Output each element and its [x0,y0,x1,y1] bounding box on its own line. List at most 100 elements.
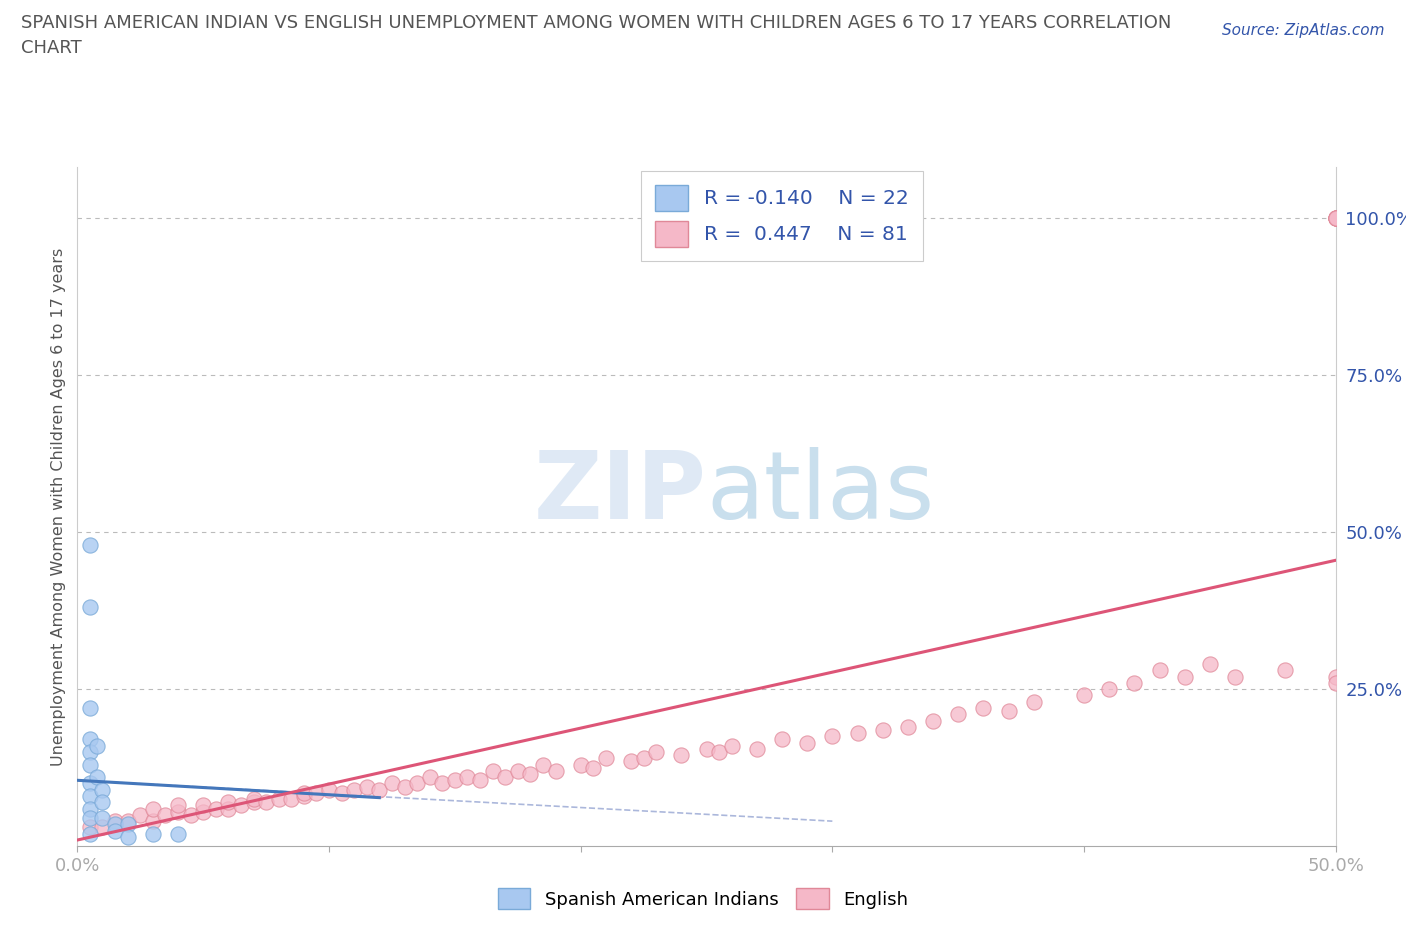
Point [167,798,190,813]
Point [1324,210,1347,225]
Point [305,786,328,801]
Point [79,757,101,772]
Text: atlas: atlas [707,447,935,539]
Point [204,801,226,816]
Text: Source: ZipAtlas.com: Source: ZipAtlas.com [1222,23,1385,38]
Point [79,820,101,835]
Point [1324,675,1347,690]
Point [142,814,165,829]
Point [770,732,793,747]
Point [79,745,101,760]
Point [242,791,264,806]
Point [91,811,114,826]
Point [117,817,139,831]
Point [1098,682,1121,697]
Point [217,795,239,810]
Point [129,807,152,822]
Point [267,791,290,806]
Point [217,801,239,816]
Point [79,600,101,615]
Point [292,789,315,804]
Point [343,782,366,797]
Point [242,795,264,810]
Point [117,830,139,844]
Point [79,732,101,747]
Point [872,723,894,737]
Point [432,776,454,790]
Point [720,738,742,753]
Point [104,814,127,829]
Point [91,820,114,835]
Point [1324,210,1347,225]
Point [381,776,404,790]
Point [444,773,467,788]
Point [79,811,101,826]
Point [91,795,114,810]
Point [318,782,340,797]
Text: CHART: CHART [21,39,82,57]
Y-axis label: Unemployment Among Women with Children Ages 6 to 17 years: Unemployment Among Women with Children A… [51,247,66,766]
Point [1123,675,1146,690]
Point [620,754,643,769]
Point [356,779,378,794]
Point [1324,210,1347,225]
Point [846,725,869,740]
Point [142,801,165,816]
Point [897,720,920,735]
Point [1324,670,1347,684]
Point [997,704,1019,719]
Point [79,538,101,552]
Point [104,823,127,838]
Point [1149,663,1171,678]
Point [142,826,165,841]
Point [79,700,101,715]
Point [406,776,429,790]
Point [671,748,693,763]
Point [86,738,108,753]
Text: ZIP: ZIP [534,447,707,539]
Point [180,807,202,822]
Point [167,826,190,841]
Point [368,782,391,797]
Point [922,713,945,728]
Point [79,826,101,841]
Point [707,745,730,760]
Point [117,814,139,829]
Legend: Spanish American Indians, English: Spanish American Indians, English [491,881,915,916]
Point [569,757,592,772]
Point [254,795,277,810]
Point [191,798,215,813]
Point [531,757,554,772]
Point [155,807,177,822]
Point [292,786,315,801]
Point [280,791,302,806]
Point [1223,670,1246,684]
Point [229,798,252,813]
Point [796,735,818,750]
Point [1324,210,1347,225]
Point [972,700,994,715]
Point [456,770,478,785]
Point [481,764,503,778]
Point [79,776,101,790]
Point [91,782,114,797]
Point [79,789,101,804]
Point [167,804,190,819]
Text: SPANISH AMERICAN INDIAN VS ENGLISH UNEMPLOYMENT AMONG WOMEN WITH CHILDREN AGES 6: SPANISH AMERICAN INDIAN VS ENGLISH UNEMP… [21,14,1171,32]
Point [1073,688,1095,703]
Point [745,741,768,756]
Point [79,801,101,816]
Point [86,770,108,785]
Point [696,741,718,756]
Point [468,773,491,788]
Point [1324,210,1347,225]
Point [582,761,605,776]
Point [633,751,655,765]
Point [191,804,215,819]
Point [519,766,541,781]
Point [645,745,668,760]
Point [1274,663,1296,678]
Point [595,751,617,765]
Legend: R = -0.140    N = 22, R =  0.447    N = 81: R = -0.140 N = 22, R = 0.447 N = 81 [641,171,922,260]
Point [104,817,127,831]
